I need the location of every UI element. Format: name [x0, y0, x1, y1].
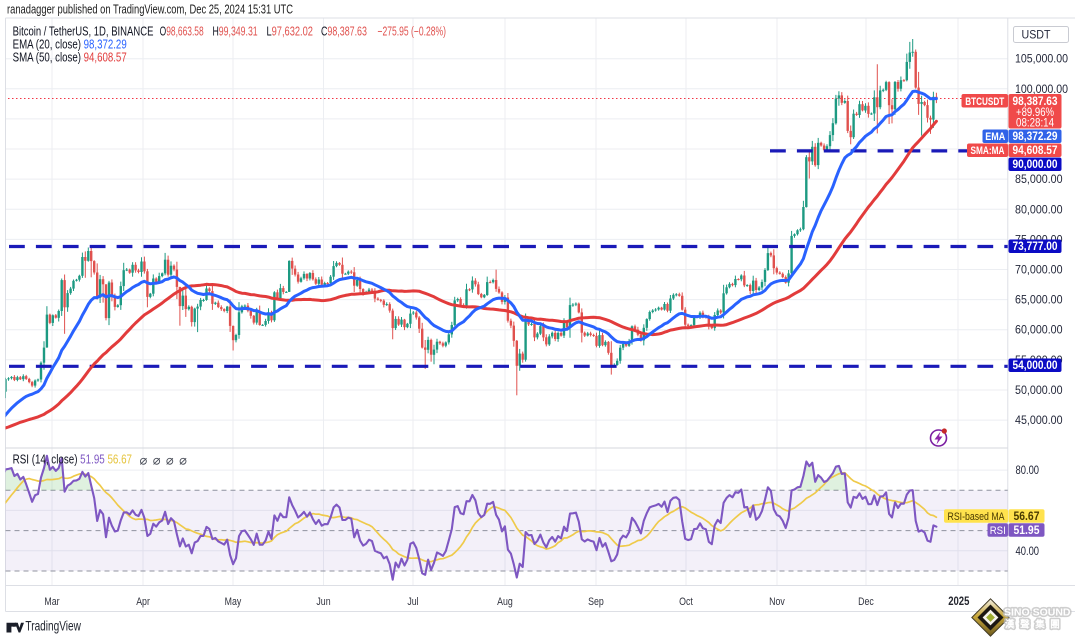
svg-text:80,000.00: 80,000.00 — [1015, 203, 1063, 216]
svg-text:⌀: ⌀ — [140, 453, 148, 468]
svg-text:BTCUSDT: BTCUSDT — [965, 96, 1004, 108]
svg-text:51.95: 51.95 — [1013, 525, 1039, 537]
svg-text:Oct: Oct — [679, 596, 693, 608]
svg-text:O98,663.58: O98,663.58 — [160, 25, 204, 38]
svg-text:94,608.57: 94,608.57 — [1013, 145, 1058, 157]
svg-text:Sep: Sep — [588, 596, 604, 608]
svg-text:08:28:14: 08:28:14 — [1016, 118, 1054, 130]
svg-text:漢聲集團: 漢聲集團 — [1005, 619, 1065, 631]
svg-text:H99,349.31: H99,349.31 — [212, 25, 257, 38]
svg-text:⌀: ⌀ — [166, 453, 174, 468]
svg-text:⌀: ⌀ — [153, 453, 161, 468]
svg-text:May: May — [225, 596, 242, 608]
svg-text:Mar: Mar — [44, 596, 60, 608]
svg-text:70,000.00: 70,000.00 — [1015, 264, 1063, 277]
svg-text:ranadagger published on Tradin: ranadagger published on TradingView.com,… — [7, 4, 293, 17]
svg-text:60,000.00: 60,000.00 — [1015, 324, 1063, 337]
svg-text:Bitcoin / TetherUS, 1D, BINANC: Bitcoin / TetherUS, 1D, BINANCE — [13, 25, 154, 38]
svg-text:RSI (14, close) 51.95 56.67: RSI (14, close) 51.95 56.67 — [13, 454, 132, 467]
svg-text:105,000.00: 105,000.00 — [1015, 53, 1068, 66]
svg-text:+89.96%: +89.96% — [1016, 107, 1054, 119]
svg-text:73,777.00: 73,777.00 — [1013, 241, 1058, 253]
svg-text:RSI: RSI — [990, 525, 1006, 537]
svg-text:EMA: EMA — [985, 131, 1005, 143]
svg-text:50,000.00: 50,000.00 — [1015, 384, 1063, 397]
svg-text:80.00: 80.00 — [1016, 464, 1040, 477]
svg-text:EMA (20, close) 98,372.29: EMA (20, close) 98,372.29 — [13, 39, 127, 52]
svg-text:RSI-based MA: RSI-based MA — [948, 511, 1005, 523]
svg-text:⌀: ⌀ — [179, 453, 187, 468]
svg-text:Dec: Dec — [858, 596, 874, 608]
svg-text:56.67: 56.67 — [1013, 511, 1039, 523]
svg-text:54,000.00: 54,000.00 — [1013, 360, 1058, 372]
svg-text:85,000.00: 85,000.00 — [1015, 173, 1063, 186]
svg-text:Jun: Jun — [316, 596, 330, 608]
svg-text:C98,387.63: C98,387.63 — [321, 25, 367, 38]
svg-text:45,000.00: 45,000.00 — [1015, 414, 1063, 427]
svg-text:SMA:MA: SMA:MA — [971, 145, 1005, 157]
svg-text:SINO SOUND: SINO SOUND — [1004, 607, 1071, 619]
svg-text:−275.95 (−0.28%): −275.95 (−0.28%) — [378, 25, 447, 38]
svg-text:TradingView: TradingView — [25, 618, 81, 633]
svg-text:L97,632.02: L97,632.02 — [266, 25, 312, 38]
svg-text:SINO SOUND: SINO SOUND — [1004, 607, 1071, 619]
svg-text:40.00: 40.00 — [1016, 545, 1040, 558]
svg-text:Jul: Jul — [407, 596, 418, 608]
svg-text:100,000.00: 100,000.00 — [1015, 83, 1068, 96]
svg-text:98,372.29: 98,372.29 — [1013, 131, 1058, 143]
svg-text:USDT: USDT — [1022, 29, 1051, 42]
svg-text:SMA (50, close) 94,608.57: SMA (50, close) 94,608.57 — [13, 52, 127, 65]
svg-text:Nov: Nov — [769, 596, 785, 608]
svg-text:90,000.00: 90,000.00 — [1013, 159, 1058, 171]
svg-text:Aug: Aug — [497, 596, 513, 608]
svg-text:65,000.00: 65,000.00 — [1015, 294, 1063, 307]
svg-text:漢聲集團: 漢聲集團 — [1005, 619, 1065, 631]
svg-text:Apr: Apr — [136, 596, 150, 608]
svg-text:98,387.63: 98,387.63 — [1013, 96, 1058, 108]
svg-text:2025: 2025 — [948, 596, 969, 608]
